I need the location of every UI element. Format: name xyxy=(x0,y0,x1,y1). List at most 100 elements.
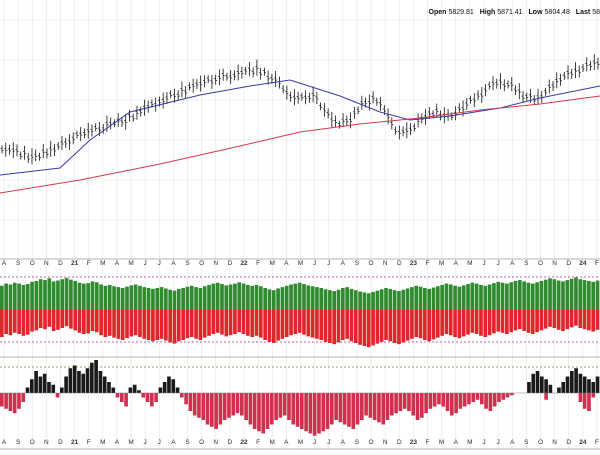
upper-positive-bar xyxy=(267,289,272,310)
upper-positive-bar xyxy=(47,278,52,310)
upper-positive-bar xyxy=(479,284,483,310)
upper-positive-bar xyxy=(8,284,13,310)
upper-positive-bar xyxy=(371,291,375,310)
upper-negative-bar xyxy=(211,310,216,334)
lower-negative-bar xyxy=(240,393,244,416)
x-tick-label-upper: 21 xyxy=(71,260,79,267)
x-tick-label-upper: N xyxy=(552,260,557,267)
upper-positive-bar xyxy=(120,288,125,310)
upper-positive-bar xyxy=(176,288,181,310)
upper-negative-bar xyxy=(336,310,341,343)
upper-positive-bar xyxy=(207,284,211,310)
lower-negative-bar xyxy=(407,393,411,411)
upper-negative-bar xyxy=(129,310,134,337)
upper-negative-bar xyxy=(241,310,246,334)
lower-positive-bar xyxy=(162,382,167,393)
upper-negative-bar xyxy=(366,310,371,348)
upper-negative-bar xyxy=(483,310,488,337)
lower-positive-bar xyxy=(561,382,566,393)
x-tick-label-upper: 23 xyxy=(410,260,418,267)
upper-positive-bar xyxy=(112,286,116,310)
upper-negative-bar xyxy=(159,310,164,339)
upper-negative-bar xyxy=(293,310,298,334)
upper-positive-bar xyxy=(358,291,362,310)
upper-positive-bar xyxy=(591,281,596,310)
lower-negative-bar xyxy=(210,393,214,427)
lower-negative-bar xyxy=(432,393,437,407)
upper-positive-bar xyxy=(38,279,43,310)
lower-negative-bar xyxy=(317,393,321,434)
x-tick-label-lower: A xyxy=(171,439,176,446)
lower-positive-bar xyxy=(574,368,578,393)
upper-negative-bar xyxy=(384,310,388,340)
x-tick-label-upper: A xyxy=(171,260,176,267)
upper-positive-bar xyxy=(302,284,306,310)
upper-positive-bar xyxy=(142,287,147,310)
upper-positive-bar xyxy=(552,279,557,310)
lower-negative-bar xyxy=(248,393,253,425)
lower-positive-bar xyxy=(51,384,56,393)
upper-positive-bar xyxy=(427,288,432,310)
x-tick-label-upper: 22 xyxy=(240,260,248,267)
x-tick-label-upper: S xyxy=(16,260,21,267)
x-tick-label-lower: J xyxy=(482,439,485,446)
upper-negative-bar xyxy=(535,310,539,333)
lower-negative-bar xyxy=(150,393,154,407)
lower-negative-bar xyxy=(55,393,60,398)
upper-negative-bar xyxy=(151,310,155,342)
upper-positive-bar xyxy=(284,285,289,310)
upper-negative-bar xyxy=(297,310,302,333)
lower-positive-bar xyxy=(535,371,540,393)
upper-negative-bar xyxy=(198,310,203,340)
x-tick-label-upper: S xyxy=(185,260,190,267)
x-tick-label-lower: O xyxy=(538,439,543,446)
upper-negative-bar xyxy=(21,310,26,336)
x-tick-label-lower: N xyxy=(213,439,218,446)
upper-positive-bar xyxy=(517,280,522,310)
lower-negative-bar xyxy=(372,393,377,420)
upper-negative-bar xyxy=(332,310,337,345)
lower-positive-bar xyxy=(175,387,180,393)
lower-negative-bar xyxy=(8,393,13,411)
lower-negative-bar xyxy=(282,393,287,416)
lower-negative-bar xyxy=(115,393,120,398)
x-tick-label-lower: A xyxy=(284,439,289,446)
upper-positive-bar xyxy=(435,286,440,310)
lower-negative-bar xyxy=(218,393,223,425)
lower-negative-bar xyxy=(420,393,424,418)
lower-positive-bar xyxy=(85,368,90,393)
lower-negative-bar xyxy=(154,393,158,402)
upper-positive-bar xyxy=(155,288,160,310)
upper-positive-bar xyxy=(526,282,531,310)
x-tick-label-upper: O xyxy=(538,260,543,267)
lower-negative-bar xyxy=(458,393,463,409)
upper-negative-bar xyxy=(552,310,557,328)
lower-negative-bar xyxy=(17,393,21,409)
upper-negative-bar xyxy=(43,310,47,330)
upper-positive-bar xyxy=(34,280,39,310)
x-tick-label-lower: N xyxy=(44,439,49,446)
high-label: High xyxy=(479,9,496,16)
upper-negative-bar xyxy=(194,310,198,339)
upper-positive-bar xyxy=(233,283,237,310)
x-tick-label-lower: D xyxy=(228,439,233,446)
lower-negative-bar xyxy=(510,393,514,396)
x-tick-label-upper: M xyxy=(270,260,275,267)
upper-negative-bar xyxy=(142,310,147,339)
upper-positive-bar xyxy=(254,284,259,310)
x-tick-label-lower: A xyxy=(341,439,346,446)
upper-positive-bar xyxy=(397,291,401,310)
upper-negative-bar xyxy=(505,310,509,334)
upper-negative-bar xyxy=(457,310,462,339)
upper-negative-bar xyxy=(276,310,280,341)
upper-negative-bar xyxy=(267,310,272,342)
upper-negative-bar xyxy=(539,310,544,331)
upper-positive-bar xyxy=(341,288,345,310)
upper-positive-bar xyxy=(211,283,216,310)
x-tick-label-lower: S xyxy=(16,439,21,446)
lower-negative-bar xyxy=(437,393,441,405)
lower-negative-bar xyxy=(484,393,488,409)
upper-negative-bar xyxy=(349,310,354,342)
upper-negative-bar xyxy=(453,310,457,337)
upper-positive-bar xyxy=(151,288,155,310)
